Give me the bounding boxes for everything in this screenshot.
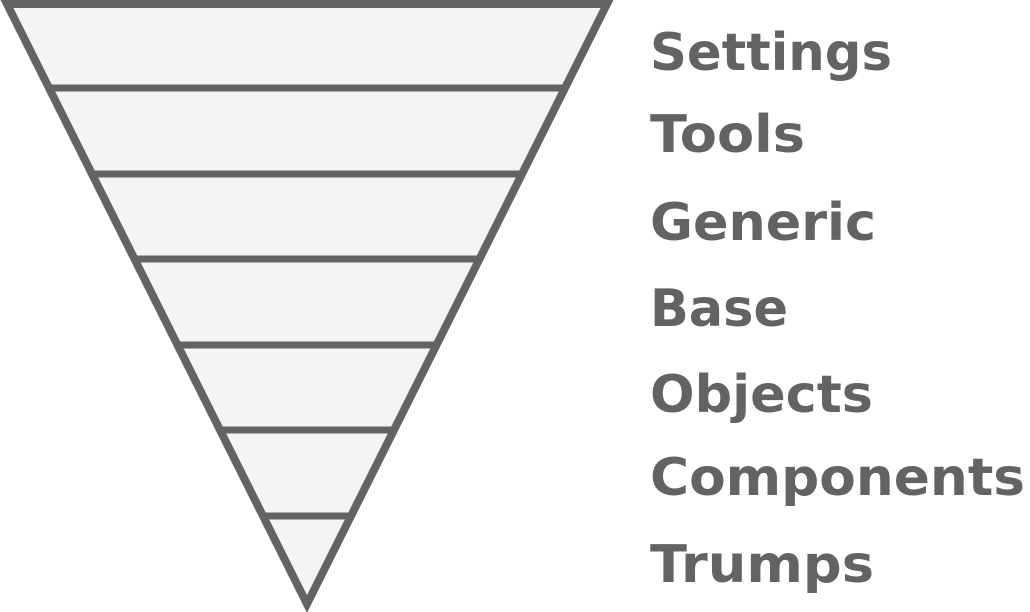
layer-label-components: Components	[650, 448, 1025, 508]
layer-dividers	[50, 84, 564, 520]
layer-label-settings: Settings	[650, 23, 892, 83]
layer-label-tools: Tools	[650, 105, 805, 165]
inverted-triangle	[0, 0, 614, 612]
layer-label-trumps: Trumps	[650, 535, 874, 595]
layer-label-generic: Generic	[650, 193, 876, 253]
layer-labels: Settings Tools Generic Base Objects Comp…	[650, 23, 1025, 595]
layer-label-base: Base	[650, 279, 788, 339]
triangle-group	[0, 0, 614, 612]
layer-label-objects: Objects	[650, 365, 873, 425]
